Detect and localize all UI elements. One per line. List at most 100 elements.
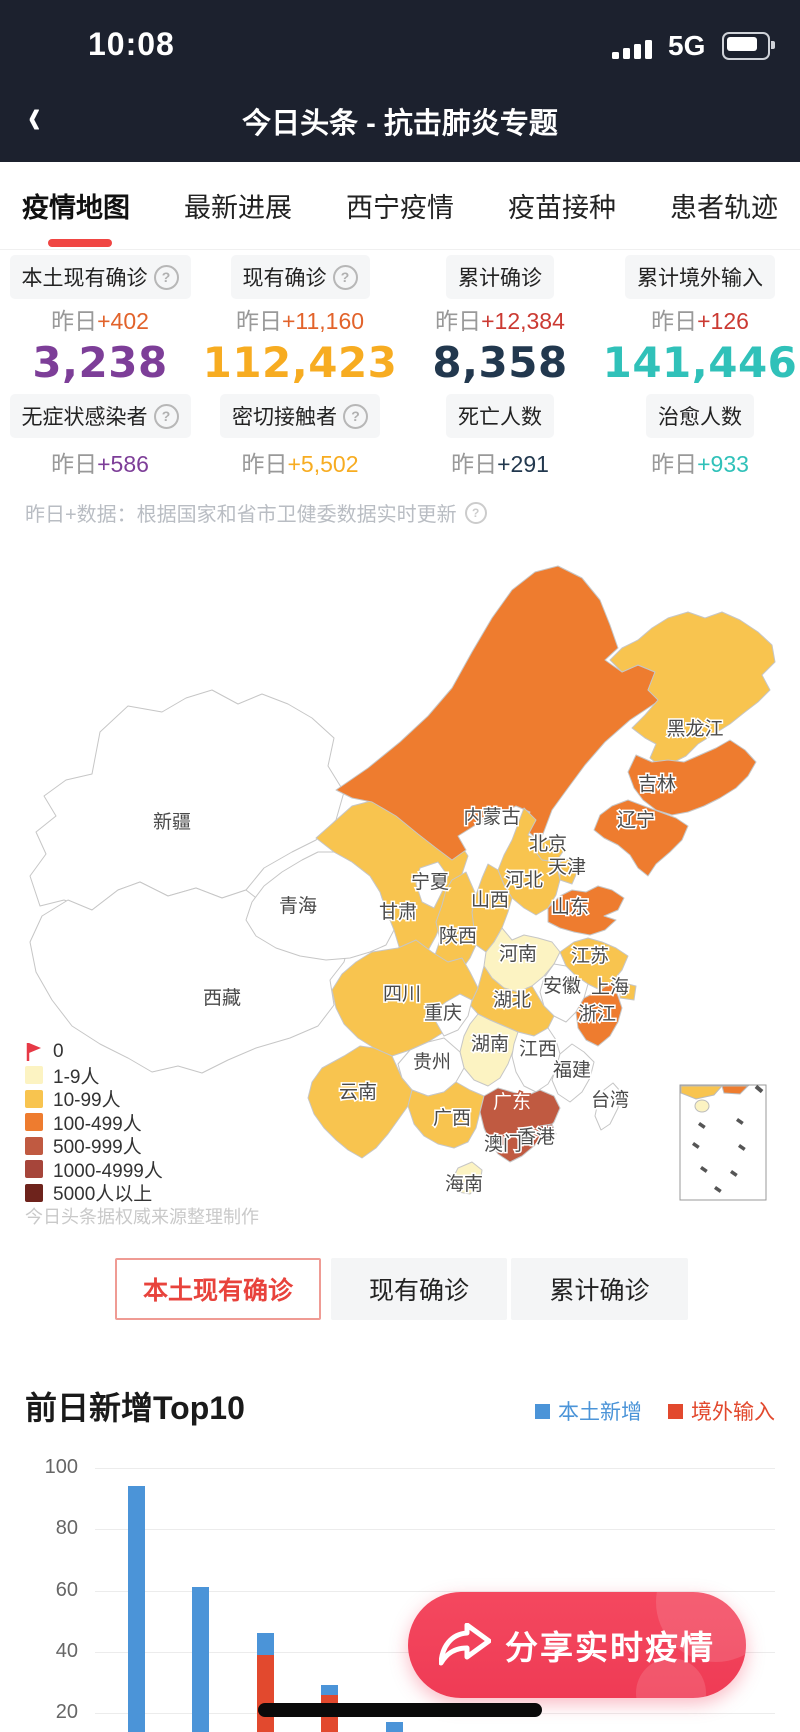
province-hongkong[interactable] — [537, 1123, 557, 1141]
province-label-zhejiang: 浙江 — [578, 1003, 616, 1025]
legend-item-local: 本土新增 — [535, 1396, 642, 1426]
province-label-gansu: 甘肃 — [379, 901, 417, 923]
help-icon[interactable]: ? — [153, 264, 179, 290]
province-taiwan[interactable] — [594, 1082, 622, 1131]
stat-delta: 昨日+586 — [51, 451, 149, 477]
province-shandong[interactable] — [547, 885, 625, 936]
legend-swatch — [25, 1183, 43, 1202]
legend-row: 100-499人 — [25, 1111, 163, 1135]
province-anhui[interactable] — [539, 963, 589, 1023]
province-label-fujian: 福建 — [553, 1059, 591, 1081]
flag-icon — [26, 1042, 41, 1061]
province-hainan[interactable] — [451, 1161, 483, 1195]
province-guangxi[interactable] — [407, 1081, 485, 1149]
province-label-hongkong: 香港 — [517, 1126, 555, 1148]
share-button[interactable]: 分享实时疫情 — [408, 1592, 746, 1698]
map-legend: 0 1-9人 10-99人 100-499人 500-999人 1000-4999人 500… — [25, 1040, 163, 1205]
toggle-active-confirmed[interactable]: 现有确诊 — [331, 1258, 507, 1320]
stat-delta: 昨日+126 — [651, 308, 749, 334]
y-axis-tick: 20 — [55, 1701, 78, 1723]
bar-series[interactable] — [386, 1722, 403, 1732]
help-icon[interactable]: ? — [332, 264, 358, 290]
province-label-qinghai: 青海 — [279, 895, 317, 917]
legend-swatch — [25, 1136, 43, 1155]
stat-delta: 昨日+5,502 — [241, 451, 359, 477]
province-label-jiangsu: 江苏 — [571, 945, 609, 967]
province-label-liaoning: 辽宁 — [617, 809, 655, 831]
tab-epidemic-map[interactable]: 疫情地图 — [22, 193, 130, 223]
south-china-sea-inset — [679, 1084, 767, 1201]
legend-swatch-local — [535, 1403, 550, 1419]
active-tab-underline — [48, 239, 112, 247]
toggle-local-active-confirmed[interactable]: 本土现有确诊 — [115, 1258, 321, 1320]
bar-series[interactable] — [128, 1486, 145, 1732]
tab-latest-progress[interactable]: 最新进展 — [184, 193, 292, 223]
back-chevron-icon[interactable]: ‹ — [28, 88, 41, 146]
province-label-chongqing: 重庆 — [424, 1002, 462, 1024]
battery-icon — [722, 32, 775, 60]
province-label-hunan: 湖南 — [471, 1033, 509, 1055]
province-label-hubei: 湖北 — [493, 989, 531, 1011]
status-bar — [0, 0, 800, 88]
tab-patient-tracks[interactable]: 患者轨迹 — [670, 193, 778, 223]
bar-series[interactable] — [192, 1587, 209, 1732]
province-label-guizhou: 贵州 — [413, 1051, 451, 1073]
province-label-henan: 河南 — [499, 943, 537, 965]
province-label-shanghai: 上海 — [591, 976, 629, 998]
province-label-guangxi: 广西 — [433, 1107, 471, 1129]
province-hunan[interactable] — [459, 1013, 519, 1087]
stat-delta: 昨日+291 — [451, 451, 549, 477]
legend-row: 1-9人 — [25, 1064, 163, 1088]
stat-label: 密切接触者? — [220, 394, 380, 438]
legend-row: 1000-4999人 — [25, 1158, 163, 1182]
province-label-xinjiang: 新疆 — [153, 811, 191, 833]
stat-label: 治愈人数 — [646, 394, 754, 438]
province-ningxia[interactable] — [415, 861, 449, 909]
status-clock: 10:08 — [88, 26, 175, 62]
gridline — [95, 1590, 775, 1592]
province-label-beijing: 北京 — [529, 833, 567, 855]
province-shanghai[interactable] — [619, 981, 637, 1001]
data-source-note: 昨日+数据：根据国家和省市卫健委数据实时更新 ? — [25, 498, 487, 527]
home-indicator[interactable] — [258, 1703, 542, 1717]
legend-swatch — [25, 1089, 43, 1108]
toggle-cumulative-confirmed[interactable]: 累计确诊 — [511, 1258, 688, 1320]
province-label-anhui: 安徽 — [543, 975, 581, 997]
province-chongqing[interactable] — [435, 993, 473, 1037]
province-yunnan[interactable] — [307, 1045, 413, 1159]
province-label-guangdong: 广东 — [493, 1091, 531, 1113]
stat-delta: 昨日+933 — [651, 451, 749, 477]
stat-number: 3,238 — [32, 338, 168, 387]
province-label-shandong: 山东 — [551, 896, 589, 918]
share-arrow-icon — [439, 1623, 491, 1666]
help-icon[interactable]: ? — [153, 403, 179, 429]
help-icon[interactable]: ? — [343, 403, 368, 429]
province-label-xizang: 西藏 — [203, 987, 241, 1009]
legend-swatch-imported — [668, 1403, 683, 1419]
chart-title: 前日新增Top10 — [25, 1390, 245, 1426]
nav-bar — [0, 88, 800, 162]
province-neimenggu[interactable] — [335, 565, 661, 861]
legend-row: 5000人以上 — [25, 1181, 163, 1205]
help-icon[interactable]: ? — [464, 501, 487, 524]
province-jilin[interactable] — [627, 739, 757, 816]
bar-series[interactable] — [257, 1633, 274, 1732]
province-fujian[interactable] — [551, 1043, 595, 1103]
province-tianjin[interactable] — [559, 857, 579, 885]
y-axis-tick: 80 — [55, 1517, 78, 1540]
stat-number: 8,358 — [432, 338, 568, 387]
stat-label: 累计确诊 — [446, 255, 554, 299]
tab-xining-epidemic[interactable]: 西宁疫情 — [346, 193, 454, 223]
province-jiangxi[interactable] — [511, 1027, 561, 1093]
legend-row: 10-99人 — [25, 1087, 163, 1111]
y-axis-tick: 100 — [44, 1456, 78, 1478]
stat-label: 无症状感染者? — [9, 394, 191, 438]
province-label-jilin: 吉林 — [638, 773, 676, 795]
tab-vaccination[interactable]: 疫苗接种 — [508, 193, 616, 223]
province-heilongjiang[interactable] — [609, 611, 776, 767]
province-liaoning[interactable] — [593, 799, 689, 877]
province-zhejiang[interactable] — [575, 981, 623, 1047]
legend-swatch — [25, 1113, 43, 1132]
legend-swatch — [25, 1066, 43, 1085]
